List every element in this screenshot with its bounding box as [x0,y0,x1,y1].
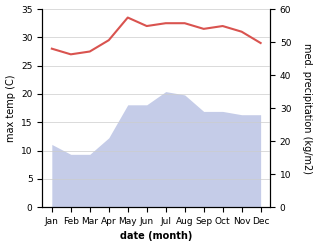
Y-axis label: med. precipitation (kg/m2): med. precipitation (kg/m2) [302,43,313,174]
X-axis label: date (month): date (month) [120,231,192,242]
Y-axis label: max temp (C): max temp (C) [5,74,16,142]
